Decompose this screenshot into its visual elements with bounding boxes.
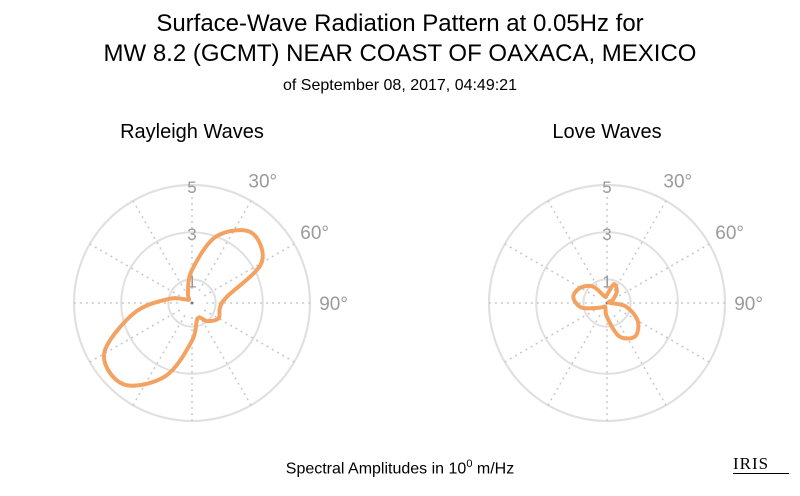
angular-gridline-0-60 <box>203 243 295 297</box>
center-point-0 <box>190 301 194 305</box>
pattern-series-line-1 <box>571 282 641 341</box>
radial-tick-label-1-2: 5 <box>602 178 611 197</box>
iris-logo: IRIS <box>733 454 770 473</box>
angle-tick-label-1-1: 60° <box>715 223 744 244</box>
chart-subtitle: of September 08, 2017, 04:49:21 <box>283 77 517 94</box>
pattern-series-line-0 <box>102 228 265 388</box>
radial-tick-label-1-0: 1 <box>602 272 611 291</box>
angular-gridline-0-210 <box>132 314 186 406</box>
chart-title-line1: Surface-Wave Radiation Pattern at 0.05Hz… <box>156 10 644 37</box>
angular-gridline-1-210 <box>547 314 601 406</box>
angle-tick-label-0-2: 90° <box>319 294 348 315</box>
angle-tick-label-1-0: 30° <box>663 171 692 192</box>
angle-tick-label-0-0: 30° <box>248 171 277 192</box>
radial-gridline-1-1 <box>535 231 679 375</box>
angular-gridline-0-150 <box>198 314 252 406</box>
radial-gridline-0-0 <box>167 278 217 328</box>
iris-logo-underline <box>733 473 789 474</box>
radial-tick-label-0-1: 3 <box>187 225 196 244</box>
radial-tick-label-0-0: 1 <box>187 272 196 291</box>
chart-title-1: Love Waves <box>552 121 661 143</box>
angular-gridline-1-240 <box>504 309 596 363</box>
angular-gridline-1-60 <box>618 243 710 297</box>
radial-tick-label-1-1: 3 <box>602 225 611 244</box>
angular-gridline-1-30 <box>613 200 667 292</box>
radial-gridline-0-1 <box>120 231 264 375</box>
footer-label: Spectral Amplitudes in 100 m/Hz <box>285 458 515 478</box>
angular-gridline-1-330 <box>547 200 601 292</box>
chart-title-0: Rayleigh Waves <box>120 121 264 143</box>
angle-tick-label-1-2: 90° <box>734 294 763 315</box>
angular-gridline-0-330 <box>132 200 186 292</box>
chart-title-line2: MW 8.2 (GCMT) NEAR COAST OF OAXACA, MEXI… <box>103 40 697 67</box>
radial-tick-label-0-2: 5 <box>187 178 196 197</box>
radial-gridline-1-0 <box>582 278 632 328</box>
angle-tick-label-0-1: 60° <box>300 223 329 244</box>
angular-gridline-0-300 <box>89 243 181 297</box>
